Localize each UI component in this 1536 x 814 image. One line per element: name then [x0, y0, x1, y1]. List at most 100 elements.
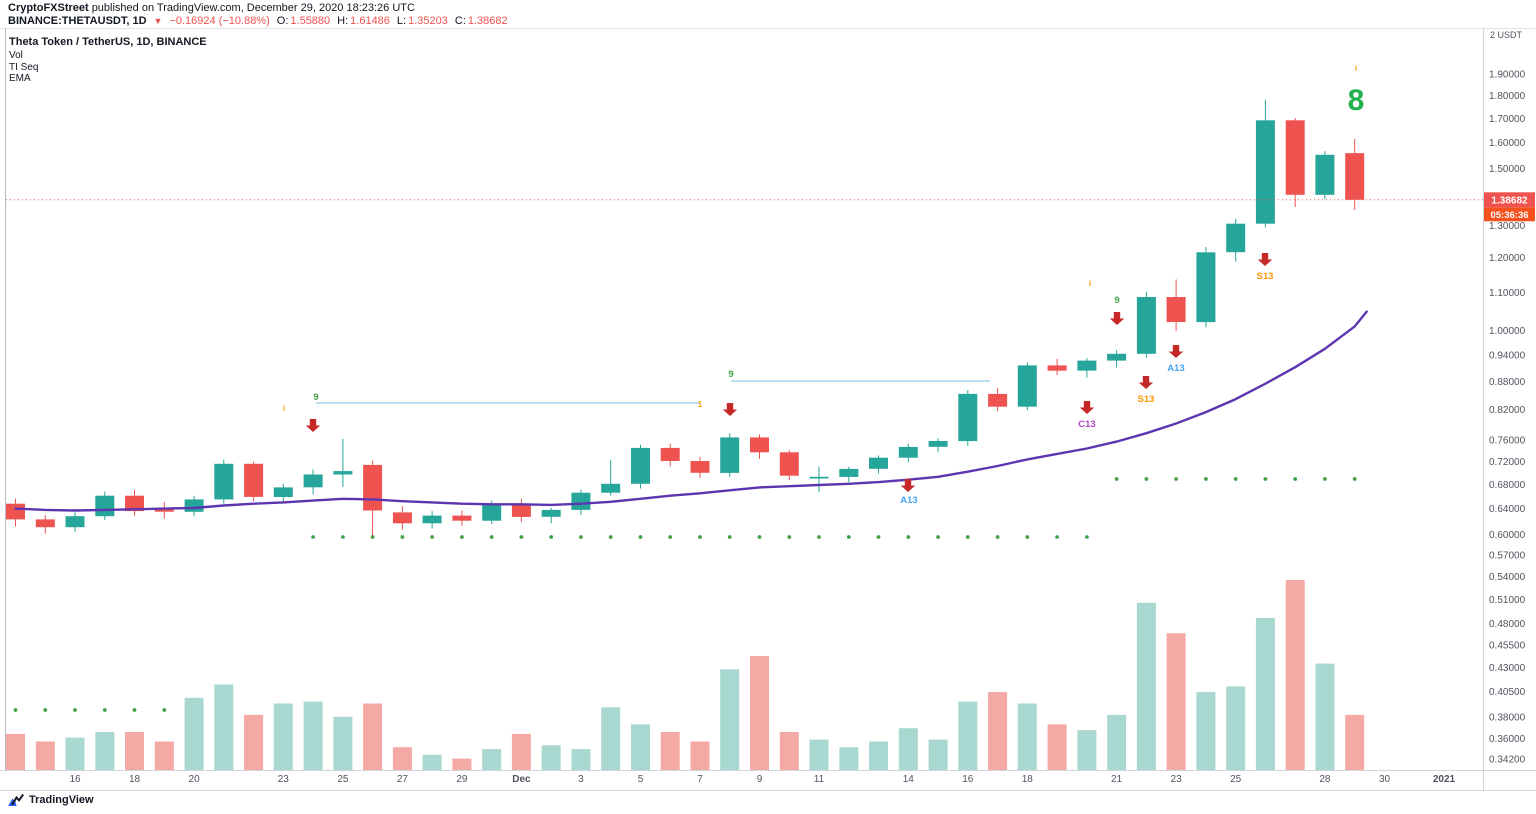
candle-body — [869, 457, 888, 469]
volume-bar — [363, 703, 383, 770]
volume-bar — [1077, 730, 1097, 770]
tdseq-dot — [757, 535, 762, 539]
volume-bar — [511, 733, 531, 770]
legend-item-tiseq[interactable]: TI Seq — [9, 61, 39, 73]
volume-bar — [273, 703, 293, 770]
tradingview-logo-icon[interactable] — [8, 793, 24, 807]
time-axis-label: 27 — [397, 774, 409, 785]
volume-bar — [541, 745, 561, 770]
td-label: S13 — [1138, 394, 1155, 405]
price-axis-label: 0.48000 — [1489, 619, 1526, 630]
legend-item-ema[interactable]: EMA — [9, 73, 31, 84]
price-axis-label: 0.60000 — [1489, 530, 1526, 541]
price-axis-label: 0.34200 — [1489, 754, 1526, 765]
tdseq-dot — [132, 708, 137, 712]
td-label: 9 — [728, 369, 733, 380]
candle-body — [422, 515, 442, 524]
volume-bar — [1107, 714, 1127, 770]
td-label: i — [1355, 64, 1357, 73]
tdseq-dot — [1204, 477, 1208, 481]
price-axis-label: 1.50000 — [1489, 164, 1526, 175]
price-axis-label: 0.72000 — [1489, 457, 1526, 468]
time-axis-label: 25 — [337, 774, 349, 785]
candle-body — [1196, 252, 1216, 323]
candle-body — [392, 512, 412, 524]
candle-body — [1077, 360, 1097, 371]
tdseq-dot — [1233, 477, 1238, 481]
tdseq-dot — [936, 535, 940, 539]
volume-bar — [839, 747, 859, 770]
candle-body — [273, 487, 293, 497]
price-axis-label: 0.57000 — [1489, 550, 1526, 561]
publish-line: CryptoFXStreet published on TradingView.c… — [8, 2, 508, 14]
volume-bar — [988, 692, 1008, 770]
candle-body — [184, 499, 204, 512]
candle-body — [958, 393, 978, 442]
tdseq-dot — [489, 535, 494, 539]
price-axis-label: 1.70000 — [1489, 114, 1526, 125]
candle-body — [333, 471, 353, 475]
tdseq-dot — [608, 535, 613, 539]
candle-body — [511, 503, 531, 517]
volume-bar — [631, 724, 650, 770]
symbol-line: BINANCE:THETAUSDT, 1D ▼ −0.16924 (−10.88… — [8, 15, 508, 27]
td-label: i — [283, 404, 285, 413]
candle-body — [482, 503, 502, 521]
logo-line-shape — [11, 793, 24, 806]
time-axis-label: 29 — [456, 774, 468, 785]
open-label: O: — [276, 15, 289, 27]
volume-bar — [898, 728, 918, 770]
volume-bar — [750, 656, 769, 770]
tdseq-dot — [370, 535, 375, 539]
td-label: A13 — [900, 495, 917, 506]
candle-body — [154, 508, 174, 512]
volume-bar — [333, 716, 353, 770]
volume-bar — [452, 758, 472, 770]
volume-bar — [303, 701, 323, 770]
time-axis-label: 5 — [638, 774, 644, 785]
legend-item-vol[interactable]: Vol — [9, 50, 23, 61]
time-axis-label: 18 — [1022, 774, 1034, 785]
volume-bar — [65, 737, 85, 770]
time-axis-label: 14 — [903, 774, 915, 785]
time-axis-label: 16 — [69, 774, 81, 785]
volume-bar — [1047, 724, 1067, 770]
volume-bar — [482, 749, 502, 770]
price-axis-label: 0.64000 — [1489, 504, 1526, 515]
ema-line — [14, 310, 1368, 512]
brand-text[interactable]: TradingView — [29, 794, 94, 806]
td-label: 9 — [1114, 295, 1119, 306]
volume-bar — [35, 741, 55, 770]
time-axis-label: 21 — [1111, 774, 1123, 785]
tdseq-dot — [668, 535, 673, 539]
tdseq-dot — [787, 535, 792, 539]
price-axis-label: 0.54000 — [1489, 572, 1526, 583]
volume-bar — [958, 701, 978, 770]
candle-body — [1017, 365, 1037, 407]
volume-bar — [154, 741, 174, 770]
time-axis-label: 2021 — [1433, 774, 1456, 785]
volume-bar — [1136, 602, 1156, 770]
tdseq-dot — [698, 535, 702, 539]
candle-body — [244, 463, 264, 497]
volume-bar — [125, 732, 144, 770]
td-arrow-down-icon — [722, 403, 738, 416]
tdseq-dot — [102, 708, 107, 712]
tdseq-dot — [400, 535, 405, 539]
candle-body — [95, 495, 115, 517]
volume-bar — [6, 733, 25, 770]
tdseq-dot — [638, 535, 643, 539]
time-axis-label: 23 — [1171, 774, 1183, 785]
td-arrow-down-icon — [1079, 401, 1095, 414]
published-text: published on TradingView.com, December 2… — [91, 2, 415, 14]
volume-bar — [422, 754, 442, 770]
td-label: i — [1089, 279, 1091, 288]
legend-title[interactable]: Theta Token / TetherUS, 1D, BINANCE — [9, 36, 207, 48]
volume-bar — [1166, 633, 1186, 770]
tdseq-dot — [519, 535, 524, 539]
candle-body — [214, 463, 234, 500]
tdseq-dot — [1114, 477, 1119, 481]
td-label: A13 — [1167, 363, 1184, 374]
candle-body — [660, 447, 680, 461]
